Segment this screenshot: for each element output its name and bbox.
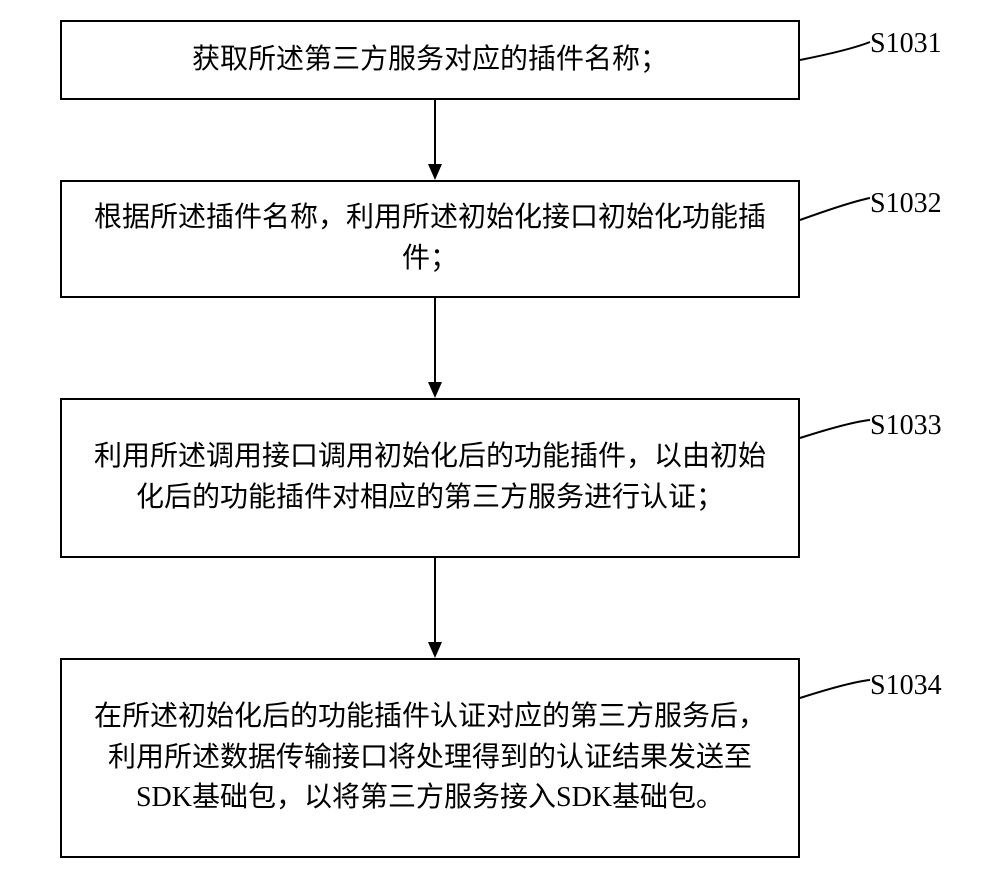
connector-path (800, 680, 870, 698)
connector-line (60, 20, 960, 720)
node-label: S1034 (870, 670, 942, 702)
